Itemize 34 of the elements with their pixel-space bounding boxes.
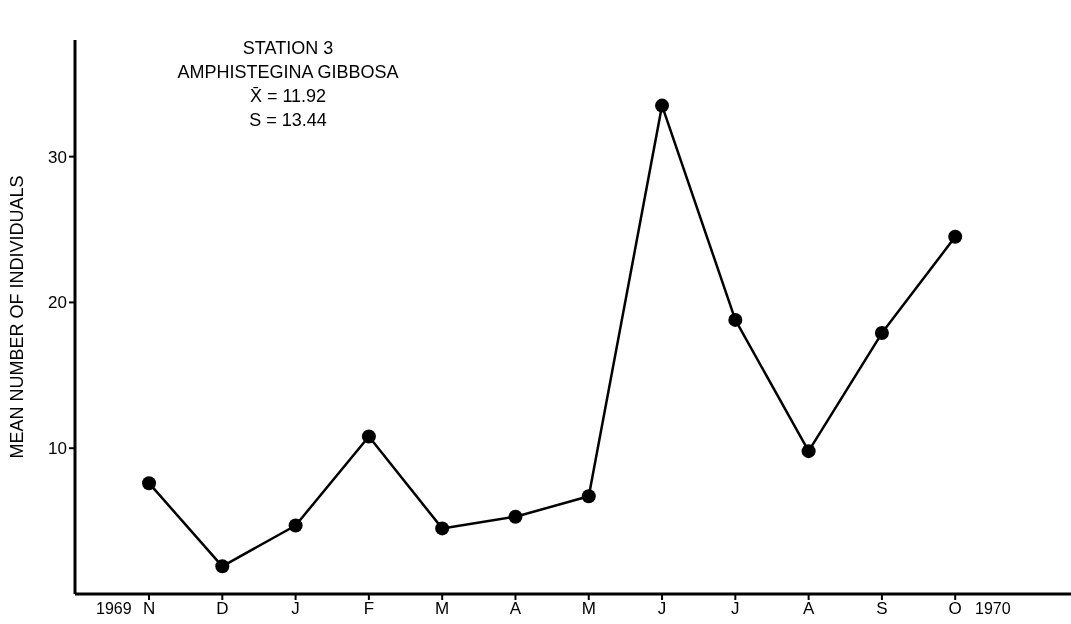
y-tick-label: 10 xyxy=(48,439,67,459)
point xyxy=(288,518,303,533)
x-tick-label: M xyxy=(581,599,596,619)
x-tick-label: J xyxy=(657,599,667,619)
point xyxy=(435,521,450,536)
point xyxy=(215,559,230,574)
x-tick-label: S xyxy=(876,599,888,619)
point xyxy=(728,312,743,327)
point xyxy=(801,444,816,459)
annotation: X̄ = 11.92 xyxy=(248,85,328,108)
point xyxy=(581,489,596,504)
point xyxy=(508,509,523,524)
y-tick-label: 30 xyxy=(48,147,67,167)
point xyxy=(655,98,670,113)
point xyxy=(948,229,963,244)
x-tick-label: J xyxy=(291,599,300,619)
chart-title: STATION 3 xyxy=(241,37,335,60)
text: 1969 xyxy=(96,600,132,618)
point xyxy=(361,429,376,444)
x-tick-label: N xyxy=(142,599,156,619)
point xyxy=(142,476,157,491)
annotation: S = 13.44 xyxy=(248,109,328,132)
text: AMPHISTEGINA GIBBOSA xyxy=(176,61,400,84)
x-tick-label: O xyxy=(948,599,962,619)
x-tick-label: A xyxy=(509,599,522,619)
text: 1970 xyxy=(975,600,1011,618)
point xyxy=(874,326,889,341)
y-tick-label: 20 xyxy=(48,293,67,313)
x-tick-label: A xyxy=(802,599,815,619)
y-axis-title: MEAN NUMBER OF INDIVIDUALS xyxy=(7,175,28,459)
x-tick-label: D xyxy=(216,599,229,619)
x-tick-label: F xyxy=(363,599,375,619)
x-tick-label: M xyxy=(435,599,450,619)
x-tick-label: J xyxy=(731,599,740,619)
